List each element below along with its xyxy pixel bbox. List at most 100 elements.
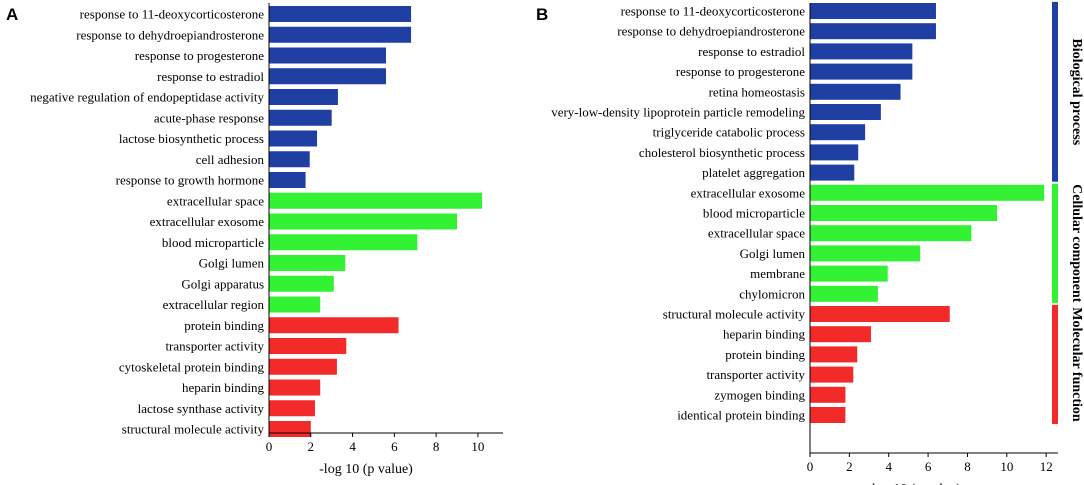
panel-b-bar (810, 144, 859, 161)
panel-b-x-tick-label: 0 (807, 459, 814, 474)
panel-a-bar (269, 213, 458, 230)
panel-b-x-tick-label: 8 (964, 459, 971, 474)
panel-a-category-label: lactose synthase activity (138, 401, 265, 416)
panel-a-category-label: acute-phase response (154, 110, 264, 125)
panel-a-chart: response to 11-deoxycorticosterone respon… (30, 3, 503, 477)
panel-a-bar (269, 317, 399, 334)
panel-a-category-label: response to growth hormone (116, 173, 265, 188)
panel-b-category-label: heparin binding (723, 327, 805, 342)
group-bracket-cellular-component (1052, 183, 1058, 303)
panel-b-letter: B (536, 5, 548, 24)
panel-a-x-tick-label: 8 (433, 439, 440, 454)
panel-a-x-tick-label: 4 (349, 439, 356, 454)
panel-b-category-label: structural molecule activity (663, 307, 806, 322)
panel-b-category-label: extracellular exosome (691, 185, 806, 200)
panel-a-bar (269, 109, 332, 126)
panel-a-bar (269, 400, 315, 417)
panel-b-bar (810, 184, 1045, 201)
panel-b-category-label: triglyceride catabolic process (653, 125, 805, 140)
panel-b-bar (810, 366, 854, 383)
panel-b-category-label: response to dehydroepiandrosterone (617, 24, 805, 39)
panel-a-category-label: Golgi apparatus (181, 276, 264, 291)
panel-a-bar (269, 379, 321, 396)
panel-a-x-tick-label: 2 (308, 439, 315, 454)
panel-a-category-label: response to dehydroepiandrosterone (76, 27, 264, 42)
group-bracket-biological-process (1052, 1, 1058, 182)
panel-b-bar (810, 3, 936, 19)
group-label-cellular-component: Cellular component (1069, 184, 1084, 303)
panel-b-x-tick-label: 6 (925, 459, 932, 474)
panel-b-bar (810, 326, 872, 343)
panel-a-bar (269, 68, 386, 85)
panel-b-x-tick-label: 10 (1000, 459, 1013, 474)
panel-b-x-tick-label: 4 (885, 459, 892, 474)
panel-b-category-label: platelet aggregation (702, 165, 805, 180)
panel-b-bar (810, 124, 866, 141)
panel-b-x-axis-title: -log 10 (p value) (867, 482, 961, 485)
panel-b-x-tick-label: 12 (1040, 459, 1053, 474)
panel-b-x-tick-label: 2 (846, 459, 853, 474)
panel-b-bar (810, 225, 972, 242)
panel-a-bar (269, 130, 318, 147)
panel-a-bar (269, 358, 337, 375)
panel-b-bar (810, 386, 846, 403)
panel-a-category-label: negative regulation of endopeptidase act… (30, 90, 264, 105)
panel-b-category-label: retina homeostasis (709, 84, 805, 99)
panel-a-bar (269, 296, 321, 313)
panel-a-bar (269, 192, 483, 209)
panel-a-category-label: Golgi lumen (199, 256, 265, 271)
panel-a-category-label: extracellular exosome (150, 214, 265, 229)
group-label-molecular-function: Molecular function (1069, 307, 1084, 422)
panel-a-x-axis-title: -log 10 (p value) (319, 462, 413, 477)
panel-a-bar (269, 6, 412, 22)
panel-b-bar (810, 245, 921, 262)
panel-a-category-label: transporter activity (165, 339, 264, 354)
panel-b-category-label: response to estradiol (698, 44, 805, 59)
panel-a-category-label: extracellular space (167, 193, 264, 208)
panel-b-category-label: membrane (750, 266, 805, 281)
panel-a-category-label: cell adhesion (196, 152, 265, 167)
panel-a-bar (269, 234, 418, 251)
group-bracket-molecular-function (1052, 304, 1058, 425)
panel-b-bar (810, 346, 858, 363)
panel-b-chart: response to 11-deoxycorticosterone respon… (551, 3, 1058, 485)
panel-a-category-label: cytoskeletal protein binding (119, 359, 265, 374)
panel-a-category-label: response to estradiol (157, 69, 264, 84)
group-label-biological-process: Biological process (1069, 38, 1084, 145)
panel-b-category-label: chylomicron (739, 286, 805, 301)
panel-b-category-label: transporter activity (706, 367, 805, 382)
panel-b-bar (810, 43, 913, 60)
panel-b-category-label: response to progesterone (676, 64, 805, 79)
panel-b-category-label: blood microparticle (703, 206, 805, 221)
panel-b-bar (810, 205, 997, 221)
panel-b-category-label: protein binding (725, 347, 805, 362)
panel-a-bar (269, 47, 386, 64)
panel-b-category-label: zymogen binding (714, 387, 805, 402)
panel-a-category-label: protein binding (184, 318, 264, 333)
panel-a-bar (269, 26, 412, 43)
panel-b-category-label: very-low-density lipoprotein particle re… (551, 105, 805, 120)
panel-a-category-label: extracellular region (163, 297, 265, 312)
panel-a-x-tick-label: 6 (391, 439, 398, 454)
panel-a-bar (269, 151, 310, 168)
panel-a-bar (269, 172, 306, 188)
panel-b-category-label: cholesterol biosynthetic process (639, 145, 805, 160)
panel-a-category-label: response to 11-deoxycorticosterone (80, 7, 265, 22)
panel-b-category-label: Golgi lumen (740, 246, 806, 261)
panel-a-category-label: heparin binding (182, 380, 264, 395)
panel-b-bar (810, 306, 950, 322)
panel-b-category-label: response to 11-deoxycorticosterone (621, 4, 806, 19)
panel-a-bar (269, 255, 346, 271)
panel-b-bar (810, 104, 881, 120)
panel-b-bar (810, 265, 888, 282)
panel-a-bar (269, 275, 334, 292)
panel-a-category-label: response to progesterone (135, 48, 264, 63)
panel-b-bar (810, 63, 913, 80)
panel-b-bar (810, 407, 846, 423)
panel-a-bar (269, 338, 347, 354)
panel-a-category-label: structural molecule activity (122, 422, 265, 437)
panel-a-category-label: blood microparticle (162, 235, 264, 250)
group-brackets: Biological process Cellular component Mole… (1052, 1, 1084, 425)
panel-a-letter: A (6, 5, 18, 24)
panel-b-category-label: extracellular space (708, 226, 805, 241)
